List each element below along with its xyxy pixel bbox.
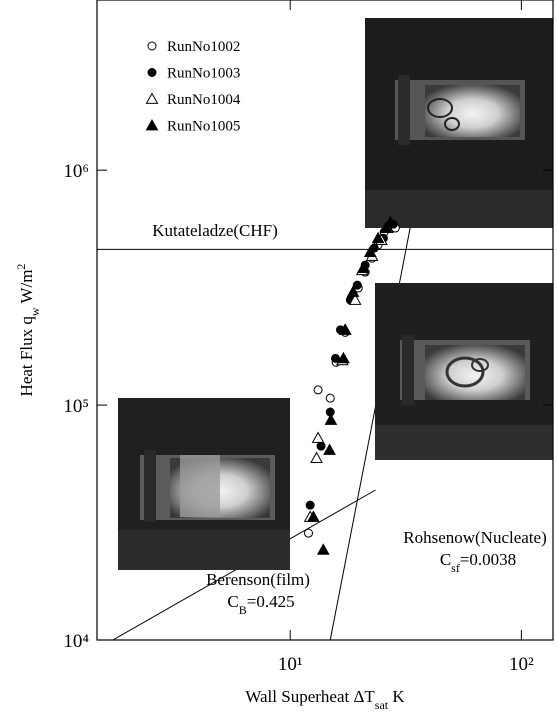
legend-marker: [145, 118, 159, 131]
point: [337, 351, 350, 364]
x-tick-label: 10²: [509, 654, 534, 675]
point: [356, 261, 370, 273]
legend-label: RunNo1005: [167, 119, 240, 135]
point: [383, 215, 397, 228]
legend-marker: [147, 41, 157, 51]
annotation-note-part: B: [239, 603, 247, 617]
annotation: Rohsenow(Nucleate): [403, 528, 547, 547]
x-axis-label-part: Wall Superheat ΔT: [245, 687, 375, 706]
annotation: Kutateladze(CHF): [152, 221, 278, 240]
point: [310, 451, 323, 463]
annotation-note: CB=0.425: [227, 592, 294, 617]
y-axis-label-part: 2: [14, 264, 28, 270]
point: [363, 245, 377, 257]
annotation-part: Kutateladze(CHF): [152, 221, 278, 240]
x-tick-label: 10¹: [278, 654, 303, 675]
y-tick-label: 10⁵: [63, 396, 89, 417]
y-tick-label: 10⁴: [63, 631, 89, 652]
point: [305, 500, 315, 510]
point: [379, 221, 393, 233]
photos: [118, 18, 553, 570]
point: [313, 385, 323, 395]
legend-box: [138, 25, 300, 140]
point: [352, 280, 362, 290]
point: [325, 393, 335, 403]
legend-label: RunNo1003: [167, 66, 240, 82]
y-axis-label-part: W/m: [17, 270, 36, 308]
annotation-note-part: =0.425: [247, 592, 295, 611]
point: [371, 231, 385, 244]
point: [307, 510, 320, 522]
photo-film: [118, 398, 290, 570]
annotation-part: Berenson(film): [206, 570, 310, 589]
point: [338, 323, 352, 335]
x-axis-label: Wall Superheat ΔTsat K: [245, 687, 405, 712]
annotation-note: Csf=0.0038: [440, 550, 516, 575]
legend: RunNo1002 RunNo1003 RunNo1004 RunNo1005: [138, 25, 300, 140]
point: [330, 353, 340, 363]
legend-label: RunNo1002: [167, 39, 240, 55]
photo-nucleate-mid: [375, 283, 553, 460]
y-axis-label-part: Heat Flux q: [17, 316, 36, 397]
plot: Kutateladze(CHF)Berenson(film)CB=0.425Ro…: [97, 149, 553, 641]
annotation-note-part: C: [440, 550, 451, 569]
point: [324, 413, 338, 425]
point: [311, 431, 325, 443]
point: [346, 285, 360, 297]
annotation-note-part: =0.0038: [460, 550, 516, 569]
point: [348, 293, 362, 305]
annotation-note-part: C: [227, 592, 238, 611]
point: [323, 443, 336, 455]
legend-label: RunNo1004: [167, 92, 241, 108]
x-axis-label-part: sat: [375, 698, 389, 712]
y-axis-label-part: w: [28, 307, 42, 316]
photo-nucleate-top: [365, 18, 553, 228]
annotation-part: Rohsenow(Nucleate): [403, 528, 547, 547]
y-tick-label: 10⁶: [63, 161, 89, 182]
point: [316, 543, 330, 555]
data-layer: 10¹ 10² 10⁴ 10⁵ 10⁶: [63, 0, 554, 675]
annotation-note-part: sf: [451, 561, 460, 575]
point: [304, 528, 314, 538]
y-axis-label: Heat Flux qw W/m2: [14, 264, 42, 397]
legend-marker: [147, 68, 157, 77]
annotation: Berenson(film): [206, 570, 310, 589]
legend-marker: [145, 92, 159, 104]
plot-frame: [96, 0, 554, 641]
x-axis-label-part: K: [388, 687, 405, 706]
point: [316, 441, 326, 451]
